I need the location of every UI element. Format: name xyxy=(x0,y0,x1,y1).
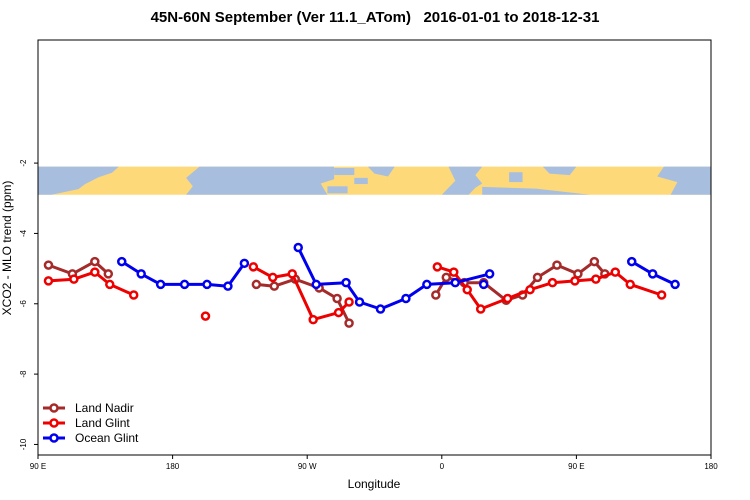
series-0-point-1-5 xyxy=(344,318,354,328)
series-2-line-1 xyxy=(296,246,491,311)
series-1-point-2-2 xyxy=(287,269,297,279)
series-2-point-2-0 xyxy=(478,279,489,290)
series-1-point-3-0 xyxy=(432,262,443,272)
series-0-point-1-0 xyxy=(251,279,262,290)
series-2-point-1-6 xyxy=(422,279,432,290)
x-tick-label-3: 0 xyxy=(440,462,445,471)
series-1-point-3-1 xyxy=(449,267,459,277)
legend-marker-2 xyxy=(49,433,59,443)
map-bay-2 xyxy=(354,177,368,185)
series-1-point-2-5 xyxy=(344,297,354,307)
series-1-point-0-0 xyxy=(43,276,54,286)
series-2-point-1-4 xyxy=(375,304,386,314)
series-2-point-3-2 xyxy=(670,279,680,290)
series-2-point-0-3 xyxy=(179,279,190,290)
series-1-point-2-1 xyxy=(268,272,278,283)
x-tick-label-5: 180 xyxy=(704,462,718,471)
legend-marker-1 xyxy=(49,418,59,428)
y-axis: -2 -4 -6 -8 -10 xyxy=(19,159,38,450)
x-tick-label-4: 90 E xyxy=(568,462,584,471)
series-0-point-2-9 xyxy=(589,256,600,267)
series-2-point-1-8 xyxy=(484,269,495,279)
map-ocean-region-6 xyxy=(657,166,711,195)
legend-label-0: Land Nadir xyxy=(75,401,134,415)
series-0-point-1-1 xyxy=(269,281,280,291)
series-2-point-1-5 xyxy=(401,293,411,304)
series-2-point-1-0 xyxy=(293,242,303,253)
series-0-point-1-4 xyxy=(332,293,342,304)
series-1 xyxy=(43,262,667,325)
series-1-point-3-4 xyxy=(502,293,513,304)
x-axis: 90 E 180 90 W 0 90 E 180 xyxy=(30,455,718,471)
series-0-point-2-0 xyxy=(431,290,441,300)
legend-label-1: Land Glint xyxy=(75,416,130,430)
x-axis-label: Longitude xyxy=(348,477,401,491)
series-1-point-3-6 xyxy=(547,277,558,288)
map-ocean-region-1 xyxy=(186,166,335,195)
series-1-point-3-2 xyxy=(462,284,472,295)
series-0-line-0 xyxy=(47,260,110,276)
y-tick-label-3: -8 xyxy=(19,370,28,378)
series-2-point-0-4 xyxy=(202,279,212,290)
series-layer xyxy=(43,242,680,328)
map-ocean-region-5 xyxy=(542,166,577,176)
series-1-point-3-11 xyxy=(656,290,667,300)
map-ocean-region-0 xyxy=(38,166,119,195)
series-2-point-3-0 xyxy=(626,256,637,267)
series-1-point-3-7 xyxy=(570,276,580,286)
series-1-point-2-0 xyxy=(248,262,259,272)
series-2-point-1-3 xyxy=(354,297,365,307)
y-tick-label-1: -4 xyxy=(19,229,28,237)
series-2-point-1-7 xyxy=(450,277,461,288)
legend-marker-0 xyxy=(49,403,59,413)
map-ocean-region-2 xyxy=(367,166,395,177)
series-1-point-0-3 xyxy=(105,279,115,290)
series-0-point-2-7 xyxy=(552,260,562,270)
series-2-point-3-1 xyxy=(647,269,658,279)
map-bay-3 xyxy=(509,172,523,183)
series-0-point-2-6 xyxy=(532,272,543,283)
series-1-point-2-4 xyxy=(333,307,344,318)
series-0-point-0-2 xyxy=(90,256,100,267)
series-2-point-0-2 xyxy=(155,279,166,290)
series-2 xyxy=(117,242,680,314)
x-tick-label-1: 180 xyxy=(166,462,180,471)
series-1-point-3-3 xyxy=(475,304,486,314)
chart-title: 45N-60N September (Ver 11.1_ATom) 2016-0… xyxy=(150,9,600,26)
y-tick-label-2: -6 xyxy=(19,300,28,308)
map-ocean-region-4 xyxy=(482,186,590,195)
world-map-band xyxy=(38,166,711,195)
series-1-point-3-9 xyxy=(610,267,621,277)
series-2-point-0-1 xyxy=(136,269,146,279)
plot-frame xyxy=(37,39,712,456)
series-2-point-0-6 xyxy=(239,258,250,269)
y-axis-label: XCO2 - MLO trend (ppm) xyxy=(0,181,14,316)
series-1-line-0 xyxy=(48,270,135,297)
series-1-point-3-10 xyxy=(625,279,635,290)
series-0-point-0-0 xyxy=(43,260,54,270)
series-2-point-1-1 xyxy=(311,279,321,290)
legend-label-2: Ocean Glint xyxy=(75,431,139,445)
series-2-point-1-2 xyxy=(341,277,351,288)
series-1-point-0-1 xyxy=(69,274,79,284)
series-1-point-1-0 xyxy=(200,311,211,321)
map-ocean-region-3 xyxy=(441,166,483,195)
x-tick-label-2: 90 W xyxy=(298,462,317,471)
map-bay-1 xyxy=(327,186,348,194)
series-1-point-0-2 xyxy=(90,267,100,277)
y-tick-label-4: -10 xyxy=(19,438,28,450)
series-0-point-2-1 xyxy=(441,272,452,283)
series-1-point-0-4 xyxy=(128,290,139,300)
x-tick-label-0: 90 E xyxy=(30,462,46,471)
series-1-point-2-3 xyxy=(308,314,318,325)
map-bay-0 xyxy=(334,168,355,176)
series-2-point-0-0 xyxy=(117,256,127,267)
y-tick-label-0: -2 xyxy=(19,159,28,167)
series-1-point-3-5 xyxy=(525,284,535,295)
series-1-point-3-8 xyxy=(591,274,601,284)
series-2-point-0-5 xyxy=(223,281,233,291)
series-0-point-0-3 xyxy=(103,269,114,279)
